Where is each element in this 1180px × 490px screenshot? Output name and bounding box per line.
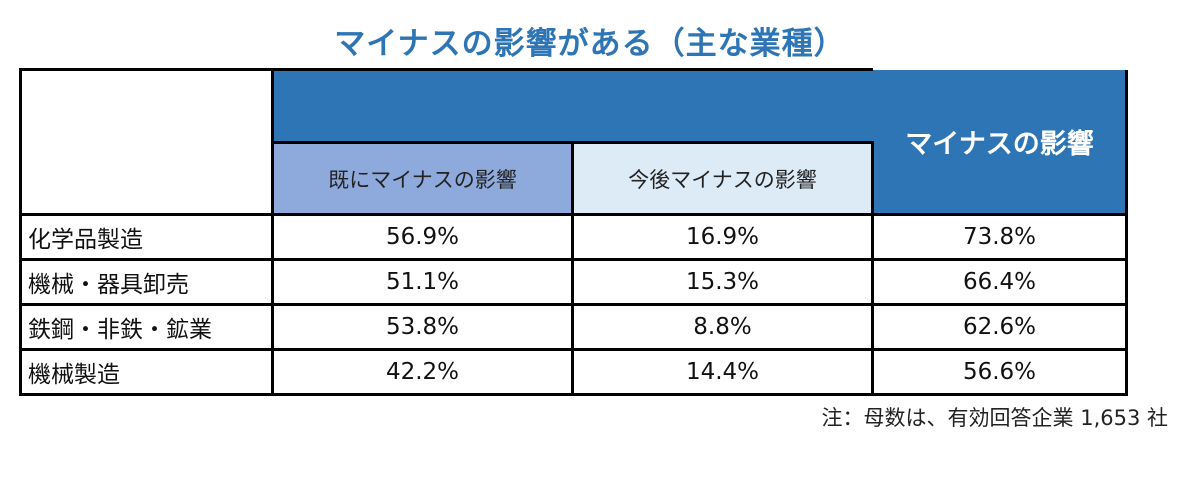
header-already-impact: 既にマイナスの影響 xyxy=(271,141,574,216)
table-row: 鉄鋼・非鉄・鉱業 53.8% 8.8% 62.6% xyxy=(19,303,1128,351)
header-total-impact: マイナスの影響 xyxy=(872,69,1128,216)
table-row: 化学品製造 56.9% 16.9% 73.8% xyxy=(19,213,1128,261)
total-value: 73.8% xyxy=(871,213,1128,261)
total-value: 62.6% xyxy=(871,303,1128,351)
future-value: 16.9% xyxy=(571,213,874,261)
header-future-impact: 今後マイナスの影響 xyxy=(571,141,874,216)
table-row: 機械製造 42.2% 14.4% 56.6% xyxy=(19,348,1128,396)
already-value: 53.8% xyxy=(271,303,574,351)
page-title: マイナスの影響がある（主な業種） xyxy=(334,26,846,62)
future-value: 14.4% xyxy=(571,348,874,396)
already-value: 56.9% xyxy=(271,213,574,261)
already-value: 42.2% xyxy=(271,348,574,396)
corner-cell xyxy=(19,68,274,216)
industry-label: 機械製造 xyxy=(19,348,274,396)
table-row: 機械・器具卸売 51.1% 15.3% 66.4% xyxy=(19,258,1128,306)
total-value: 66.4% xyxy=(871,258,1128,306)
industry-label: 鉄鋼・非鉄・鉱業 xyxy=(19,303,274,351)
total-value: 56.6% xyxy=(871,348,1128,396)
future-value: 8.8% xyxy=(571,303,874,351)
industry-label: 機械・器具卸売 xyxy=(19,258,274,306)
industry-label: 化学品製造 xyxy=(19,213,274,261)
footnote: 注：母数は、有効回答企業 1,653 社 xyxy=(821,406,1168,430)
header-band xyxy=(271,68,873,143)
already-value: 51.1% xyxy=(271,258,574,306)
industry-impact-table: マイナスの影響 既にマイナスの影響 今後マイナスの影響 化学品製造 56.9% … xyxy=(19,68,1128,396)
future-value: 15.3% xyxy=(571,258,874,306)
